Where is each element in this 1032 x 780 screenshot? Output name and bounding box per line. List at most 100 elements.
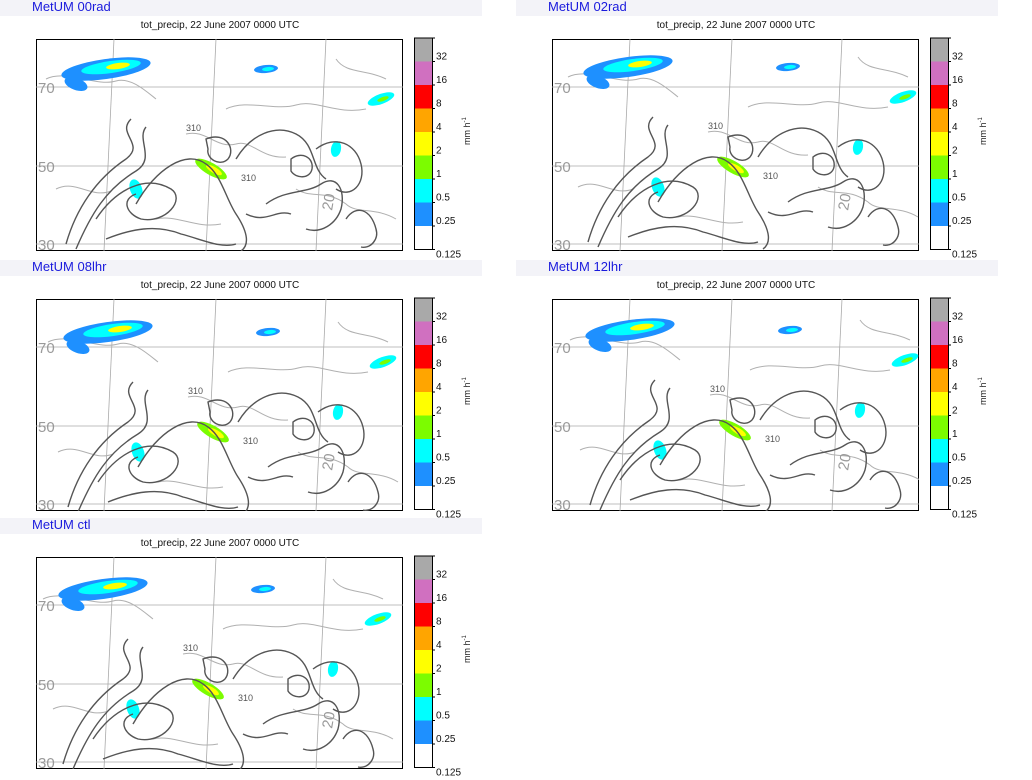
lon-gridline [721, 299, 733, 511]
lat-label: 50 [554, 419, 571, 436]
colorbar-tick-label: 8 [436, 359, 442, 370]
colorbar-segment [930, 439, 948, 463]
theta-contour [202, 656, 229, 683]
units-label: mm h-1 [462, 117, 472, 145]
precip-patch [103, 582, 127, 590]
theta-contour [597, 124, 669, 248]
panel-ctl: MetUM ctl tot_precip, 22 June 2007 0000 … [0, 517, 482, 779]
colorbar-tick-label: 4 [952, 122, 958, 133]
contour-group [589, 379, 902, 511]
colorbar-tick-label: 8 [952, 359, 958, 370]
precip-patch [852, 139, 864, 155]
contour-label: 310 [241, 173, 256, 183]
colorbar-tick-label: 4 [952, 382, 958, 393]
colorbar-tick-label: 64 [436, 296, 448, 299]
colorbar-segment [414, 345, 432, 369]
panel-02rad: MetUM 02rad tot_precip, 22 June 2007 000… [516, 0, 998, 260]
colorbar-tick-label: 64 [436, 36, 448, 39]
contour-label: 310 [710, 384, 725, 394]
colorbar-tick-label: 16 [436, 335, 448, 346]
colorbar-tick-label: 2 [436, 406, 442, 417]
colorbar-tick-label: 0.5 [952, 453, 966, 464]
coastline [297, 451, 399, 483]
theta-contour [132, 678, 245, 769]
colorbar-segment [414, 626, 432, 650]
coastline [292, 708, 394, 740]
lat-label: 70 [38, 340, 55, 357]
colorbar-tick-label: 2 [952, 406, 958, 417]
theta-contour [599, 387, 671, 511]
lon-gridline [721, 39, 733, 251]
theta-contour [839, 402, 887, 454]
precip-patch [784, 64, 796, 70]
lat-label: 70 [38, 80, 55, 97]
precip-map: 310 310 70 50 30 20 [36, 557, 403, 769]
lat-label: 30 [554, 497, 571, 511]
theta-contour [77, 389, 149, 511]
theta-contour [92, 702, 174, 741]
theta-contour [237, 392, 329, 443]
precip-patch [899, 94, 911, 100]
colorbar-segment [930, 85, 948, 109]
coastline [679, 478, 746, 487]
theta-contour [105, 227, 237, 246]
coastline [222, 623, 364, 631]
lon-gridline [831, 39, 843, 251]
theta-contour [235, 129, 327, 180]
colorbar-frame [414, 37, 433, 250]
panel-header [516, 0, 998, 16]
coastline [57, 448, 114, 457]
colorbar-tick-label: 8 [952, 99, 958, 110]
lat-label: 50 [554, 159, 571, 176]
theta-contour [347, 472, 380, 511]
colorbar-segment [414, 744, 432, 768]
theta-contour [627, 225, 759, 244]
precip-patch [377, 96, 389, 102]
panel-title: MetUM 00rad [32, 0, 111, 14]
panel-header [0, 518, 482, 534]
theta-contour [787, 178, 865, 229]
coastline [819, 449, 919, 481]
panel-title: MetUM 12lhr [548, 259, 623, 274]
colorbar-tick-label: 32 [436, 570, 448, 581]
coastline [332, 578, 384, 600]
coastline [859, 319, 911, 341]
coastline [152, 737, 219, 746]
colorbar-segment [930, 108, 948, 132]
theta-contour [619, 443, 701, 482]
colorbar-segment [414, 179, 432, 203]
units-label: mm h-1 [978, 377, 988, 405]
colorbar-tick-label: 32 [952, 52, 964, 63]
coastline [187, 395, 289, 421]
colorbar-tick-label: 1 [952, 429, 958, 440]
lon-gridline [315, 299, 327, 511]
theta-contour [659, 419, 772, 511]
coastline [182, 652, 284, 678]
colorbar-frame [930, 297, 949, 510]
colorbar-segment [930, 132, 948, 156]
colorbar-segment [414, 392, 432, 416]
theta-contour [869, 470, 902, 509]
theta-contour [657, 156, 770, 250]
precip-patch [64, 77, 88, 91]
precip-patch [264, 329, 276, 335]
contour-label: 310 [243, 436, 258, 446]
coastline [747, 101, 889, 109]
colorbar-segment [930, 38, 948, 62]
theta-contour [62, 638, 131, 765]
theta-contour [292, 417, 315, 441]
coastline [579, 446, 636, 455]
coastline [337, 321, 389, 343]
lon-gridline [315, 557, 327, 769]
colorbar-tick-label: 32 [436, 52, 448, 63]
colorbar-tick-label: 0.125 [436, 768, 461, 779]
colorbar-tick-label: 2 [436, 146, 442, 157]
theta-contour [629, 488, 761, 507]
units-label: mm h-1 [978, 117, 988, 145]
precip-patch [108, 325, 132, 333]
precip-patch [330, 141, 342, 157]
colorbar-segment [930, 226, 948, 250]
colorbar-tick-label: 4 [436, 640, 442, 651]
panel-08lhr: MetUM 08lhr tot_precip, 22 June 2007 000… [0, 259, 482, 520]
coastline [707, 130, 809, 156]
